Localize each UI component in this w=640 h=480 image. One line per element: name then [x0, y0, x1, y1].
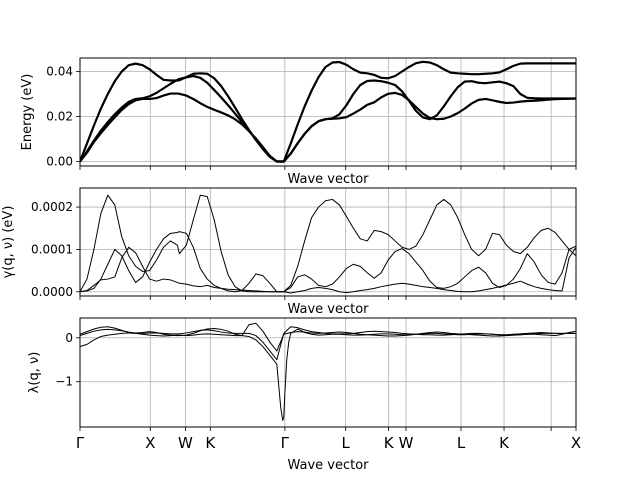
y-tick-label: 0.02: [46, 110, 73, 124]
x-tick-label: X: [145, 434, 155, 452]
y-tick-label: 0.0000: [31, 285, 73, 299]
series-line-2: [80, 60, 576, 163]
x-tick-label: K: [205, 434, 216, 452]
x-tick-label: X: [571, 434, 581, 452]
axes-frame: [79, 187, 577, 297]
x-tick-label: K: [384, 434, 395, 452]
axes-frame: [79, 317, 577, 428]
y-tick-label: 0.00: [46, 155, 73, 169]
energy-panel: 0.00 0.02 0.04 Wave vector Energy (eV): [20, 57, 577, 187]
x-axis-label: Wave vector: [287, 172, 369, 187]
series-line-1: [80, 322, 576, 352]
y-tick-label: 0.0001: [31, 242, 73, 256]
x-axis-label: Wave vector: [287, 302, 369, 317]
x-tick-label: K: [499, 434, 510, 452]
y-axis-label: λ(q, ν): [27, 352, 42, 394]
y-tick-label: 0: [65, 331, 73, 345]
x-tick-label: L: [342, 434, 351, 452]
x-tick-label: W: [178, 434, 193, 452]
series-line-2: [80, 326, 576, 361]
y-tick-label: −1: [55, 375, 73, 389]
series-line-0: [80, 91, 576, 163]
series-group: [80, 60, 576, 163]
series-line-1: [80, 74, 576, 163]
x-tick-label: W: [399, 434, 414, 452]
series-line-1: [80, 231, 576, 293]
y-tick-label: 0.04: [46, 65, 73, 79]
x-tick-label: Γ: [281, 434, 290, 452]
series-group: [80, 194, 576, 294]
series-line-0: [80, 246, 576, 294]
x-tick-label: L: [457, 434, 466, 452]
x-axis-label: Wave vector: [287, 458, 369, 473]
axes-frame: [79, 57, 577, 167]
x-tick-label: Γ: [76, 434, 85, 452]
y-axis-label: γ(q, ν) (eV): [1, 206, 16, 279]
series-line-2: [80, 194, 576, 293]
y-axis-label: Energy (eV): [20, 74, 35, 151]
series-group: [80, 322, 576, 421]
series-line-0: [80, 328, 576, 421]
y-tick-label: 0.0002: [31, 200, 73, 214]
linewidth-panel: 0.0000 0.0001 0.0002 Wave vector γ(q, ν) (eV…: [1, 187, 577, 317]
